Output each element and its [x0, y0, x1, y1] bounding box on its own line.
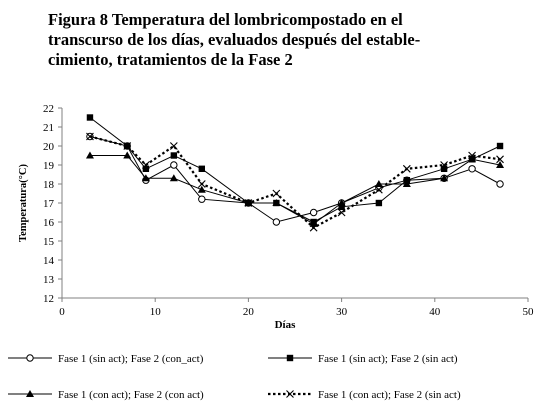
figure-title-line-1: Figura 8 Temperatura del lombricompostad… [48, 10, 403, 29]
series-4-point [197, 180, 206, 188]
x-tick-label: 50 [523, 306, 535, 318]
y-tick-label: 17 [43, 198, 55, 210]
legend-entry-1: Fase 1 (sin act); Fase 2 (con_act) [8, 353, 204, 365]
series-3-point [337, 199, 346, 206]
series-line-4 [89, 135, 501, 230]
x-tick-label: 0 [59, 306, 65, 318]
x-marker-stroke [309, 223, 318, 232]
series-4-point [169, 142, 178, 150]
x-marker-stroke [286, 390, 294, 398]
y-tick-label: 16 [43, 217, 55, 229]
series-3-point [197, 185, 206, 193]
series-3-point [402, 180, 411, 187]
series-line-3 [89, 155, 501, 225]
series-1-point [468, 165, 476, 173]
series-2-point [142, 165, 150, 172]
legend-marker [286, 390, 294, 398]
x-marker-stroke [244, 199, 253, 207]
y-tick-label: 20 [43, 141, 55, 153]
figure-title: Figura 8 Temperatura del lombricompostad… [48, 10, 496, 70]
x-axis-title: Días [275, 319, 297, 331]
series-line-1 [89, 136, 501, 223]
series-4-point [337, 208, 346, 217]
x-marker-stroke [468, 151, 476, 160]
x-tick-label: 10 [150, 306, 162, 318]
series-3-point [374, 180, 383, 187]
y-tick-label: 12 [43, 293, 54, 305]
legend-marker [26, 354, 34, 362]
y-tick-label: 14 [43, 255, 55, 267]
series-3-point [169, 174, 178, 182]
x-marker-stroke [123, 142, 132, 150]
series-4-point [402, 164, 411, 173]
y-tick-label: 15 [43, 236, 55, 248]
y-axis-title: Temperatura(°C) [18, 164, 29, 242]
series-3-point [123, 151, 132, 159]
chart-legend: Fase 1 (sin act); Fase 2 (con_act) Fase 1… [8, 353, 461, 401]
series-1-point [272, 218, 281, 226]
series-4-point [123, 142, 132, 150]
x-marker-stroke [197, 180, 206, 188]
x-marker-stroke [496, 155, 504, 164]
series-1-point [170, 161, 178, 169]
series-3-point [85, 151, 94, 159]
x-marker-stroke [272, 189, 281, 198]
series-4-point [440, 161, 449, 169]
series-4-point [496, 155, 504, 164]
series-4-point [374, 185, 383, 194]
y-tick-label: 18 [43, 179, 55, 191]
legend-marker [26, 390, 34, 397]
series-2-point [375, 199, 383, 207]
series-4-point [309, 223, 318, 232]
legend-label: Fase 1 (con act); Fase 2 (con act) [58, 389, 204, 401]
series-3-point [272, 199, 281, 206]
series-4-point [86, 132, 94, 141]
series-1-point [309, 208, 318, 217]
series-1-point [496, 180, 504, 188]
legend-label: Fase 1 (sin act); Fase 2 (con_act) [58, 353, 204, 365]
legend-entry-3: Fase 1 (con act); Fase 2 (con act) [8, 389, 204, 401]
x-marker-stroke [374, 185, 383, 194]
series-2-point [198, 165, 205, 172]
x-marker-stroke [402, 164, 411, 173]
series-4-point [272, 189, 281, 198]
legend-label: Fase 1 (sin act); Fase 2 (sin act) [318, 353, 458, 365]
x-marker-stroke [440, 161, 449, 169]
x-marker-stroke [169, 142, 178, 150]
series-2-point [338, 203, 345, 210]
legend-label: Fase 1 (con act); Fase 2 (sin act) [318, 389, 461, 401]
y-tick-label: 13 [43, 274, 55, 286]
chart-series [85, 114, 505, 232]
series-4-point [468, 151, 476, 160]
y-tick-label: 19 [43, 160, 55, 172]
series-4-point [141, 161, 150, 169]
series-2-point [86, 114, 94, 121]
series-3-point [468, 155, 477, 163]
legend-marker [286, 354, 294, 362]
legend-entry-2: Fase 1 (sin act); Fase 2 (sin act) [268, 353, 458, 365]
x-marker-stroke [86, 132, 94, 141]
series-line-2 [89, 117, 501, 223]
x-marker-stroke [141, 161, 150, 169]
legend-entry-4: Fase 1 (con act); Fase 2 (sin act) [268, 389, 461, 401]
series-3-point [440, 174, 449, 182]
series-3-point [141, 174, 150, 182]
series-2-point [170, 152, 178, 159]
figure-title-line-3: cimiento, tratamientos de la Fase 2 [48, 50, 293, 69]
x-tick-label: 20 [243, 306, 255, 318]
series-3-point [496, 161, 505, 168]
chart-axes: 12 13 14 15 16 17 18 19 20 21 22 0 10 20 30 40 50 Días Tem… [18, 103, 534, 331]
y-tick-label: 21 [43, 122, 54, 134]
figure-title-line-2: transcurso de los días, evaluados despué… [48, 30, 421, 49]
x-tick-label: 30 [336, 306, 348, 318]
series-2-point [440, 165, 448, 172]
series-2-point [496, 142, 504, 150]
series-1-point [198, 195, 206, 203]
x-marker-stroke [337, 208, 346, 217]
series-4-point [244, 199, 253, 207]
x-tick-label: 40 [429, 306, 441, 318]
y-tick-label: 22 [43, 103, 54, 115]
